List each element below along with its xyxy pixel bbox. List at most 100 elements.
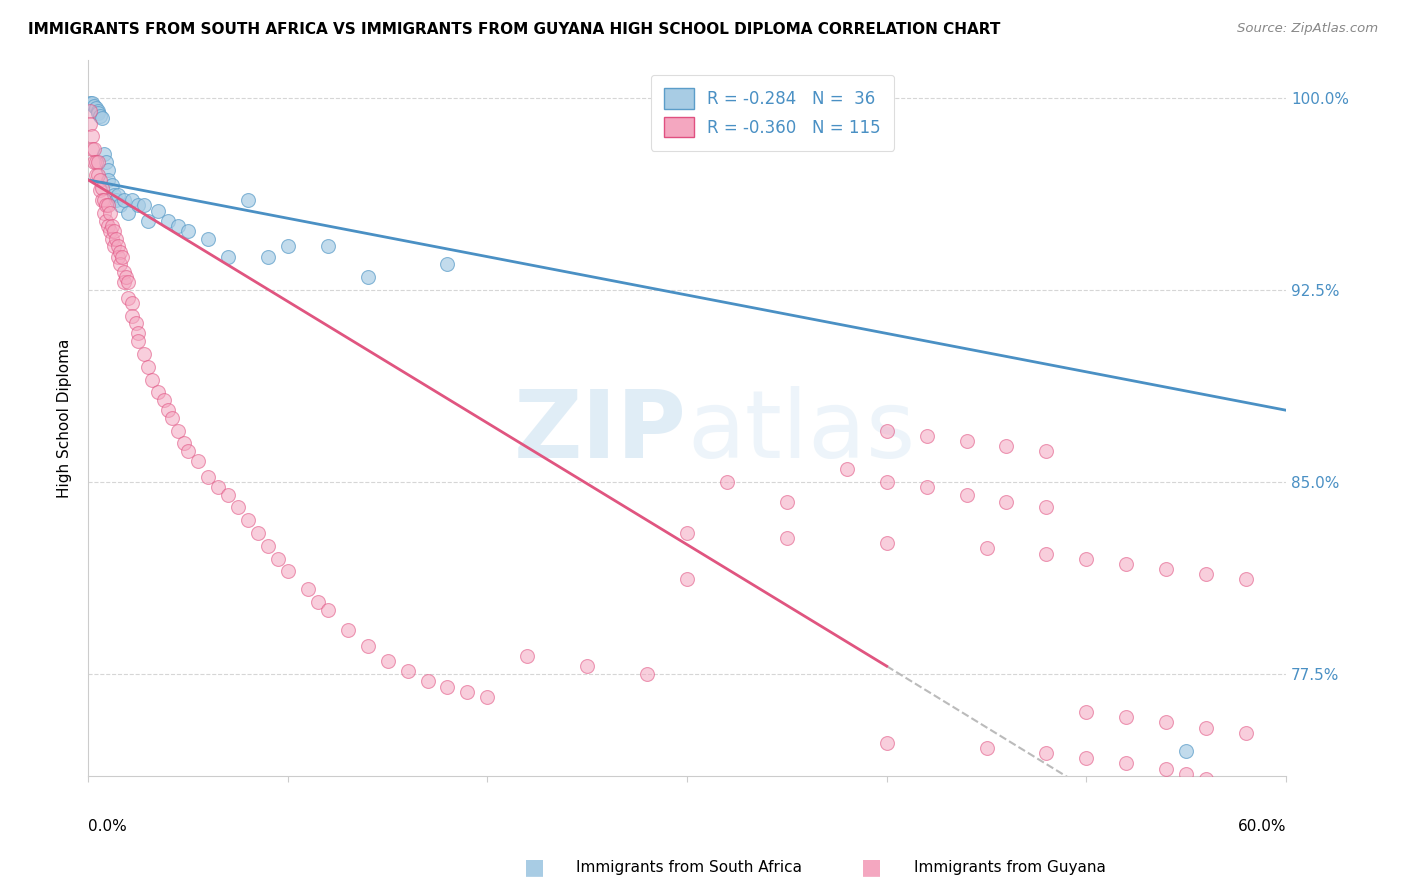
Point [356, 270, 378, 285]
Point [94, 198, 117, 212]
Point [1076, 551, 1098, 566]
Point [316, 603, 339, 617]
Point [107, 239, 129, 253]
Point [127, 198, 149, 212]
Point [105, 232, 128, 246]
Point [1175, 743, 1198, 757]
Point [101, 219, 124, 233]
Point [876, 475, 898, 489]
Point [207, 480, 229, 494]
Point [98, 224, 121, 238]
Point [477, 690, 499, 704]
Point [277, 565, 299, 579]
Point [84, 155, 107, 169]
Point [167, 424, 190, 438]
Point [1234, 572, 1257, 586]
Point [436, 257, 458, 271]
Point [995, 439, 1018, 453]
Point [89, 183, 111, 197]
Point [107, 250, 129, 264]
Text: ■: ■ [862, 857, 882, 877]
Point [121, 295, 143, 310]
Point [915, 429, 938, 443]
Point [297, 582, 319, 597]
Point [316, 239, 339, 253]
Point [217, 250, 239, 264]
Point [87, 106, 110, 120]
Point [636, 666, 658, 681]
Point [146, 385, 169, 400]
Point [97, 173, 120, 187]
Point [108, 244, 131, 259]
Point [1076, 705, 1098, 719]
Point [167, 219, 190, 233]
Point [117, 291, 139, 305]
Point [1195, 721, 1218, 735]
Point [1215, 777, 1237, 791]
Point [307, 595, 329, 609]
Point [156, 214, 179, 228]
Point [197, 469, 219, 483]
Point [416, 674, 439, 689]
Point [112, 194, 135, 208]
Point [108, 198, 131, 212]
Point [82, 142, 104, 156]
Point [103, 188, 125, 202]
Point [117, 275, 139, 289]
Point [89, 173, 111, 187]
Point [1115, 710, 1137, 724]
Point [91, 112, 114, 126]
Point [94, 155, 117, 169]
Point [336, 624, 359, 638]
Point [236, 513, 259, 527]
Point [256, 250, 278, 264]
Point [83, 155, 105, 169]
Point [98, 206, 121, 220]
Point [1175, 766, 1198, 780]
Point [97, 162, 120, 177]
Point [1115, 756, 1137, 771]
Point [1035, 547, 1057, 561]
Point [136, 359, 159, 374]
Point [1234, 725, 1257, 739]
Point [93, 194, 115, 208]
Point [79, 117, 101, 131]
Point [177, 444, 200, 458]
Point [87, 168, 110, 182]
Point [97, 219, 120, 233]
Point [277, 239, 299, 253]
Point [1076, 751, 1098, 765]
Point [121, 309, 143, 323]
Point [173, 436, 195, 450]
Point [136, 214, 159, 228]
Point [835, 462, 858, 476]
Point [1115, 557, 1137, 571]
Point [107, 188, 129, 202]
Point [87, 155, 110, 169]
Point [127, 334, 149, 348]
Point [267, 551, 290, 566]
Point [101, 178, 124, 192]
Point [396, 665, 419, 679]
Point [82, 129, 104, 144]
Point [121, 194, 143, 208]
Text: ZIP: ZIP [515, 386, 688, 478]
Point [1035, 746, 1057, 760]
Point [377, 654, 399, 668]
Point [187, 454, 209, 468]
Point [177, 224, 200, 238]
Point [112, 265, 135, 279]
Point [256, 539, 278, 553]
Point [226, 500, 249, 515]
Point [236, 194, 259, 208]
Point [1035, 500, 1057, 515]
Point [94, 214, 117, 228]
Point [105, 194, 128, 208]
Point [1195, 567, 1218, 582]
Point [246, 526, 269, 541]
Point [101, 232, 124, 246]
Point [576, 659, 599, 673]
Point [132, 347, 155, 361]
Legend: R = -0.284   N =  36, R = -0.360   N = 115: R = -0.284 N = 36, R = -0.360 N = 115 [651, 75, 894, 151]
Text: Immigrants from South Africa: Immigrants from South Africa [576, 860, 803, 874]
